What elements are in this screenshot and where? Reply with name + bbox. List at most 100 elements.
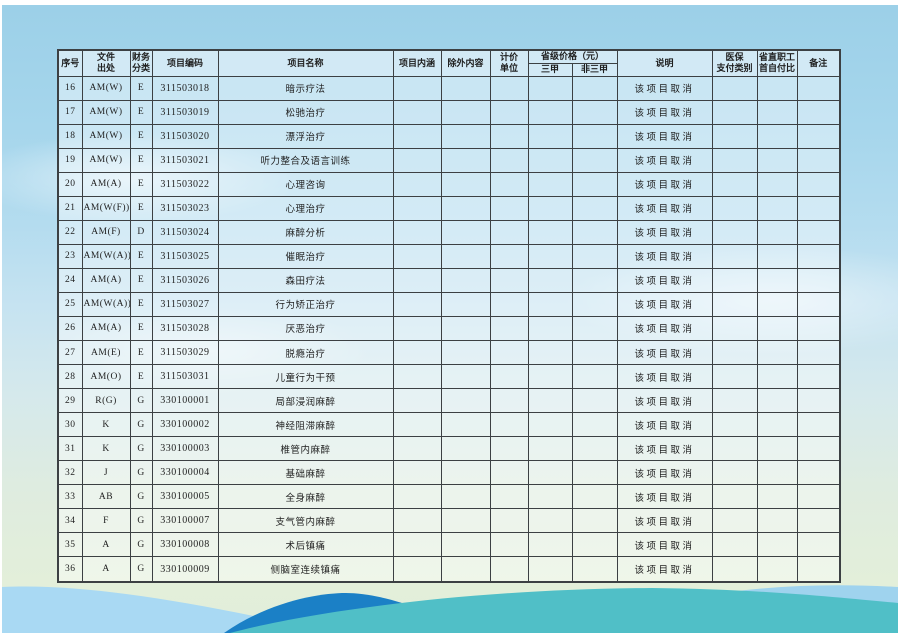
cell-source: AM(W(A)) [81,243,131,269]
cell-remark [796,147,841,173]
cell-unit [489,388,529,414]
cell-excluded [440,508,491,534]
cell-non3a [571,436,618,462]
cell-code: 311503027 [151,291,219,317]
cell-grade3a [527,75,573,101]
table-row: 35 A G 330100008 术后镇痛 该项目取消 [57,532,841,558]
table-row: 32 J G 330100004 基础麻醉 该项目取消 [57,460,841,486]
cell-num: 34 [57,508,83,534]
cell-source: AM(W(A)) [81,291,131,317]
cell-note: 该项目取消 [616,195,713,221]
cell-fin: E [129,364,153,390]
cell-ratio [756,99,798,125]
cell-grade3a [527,315,573,342]
cell-fin: E [129,123,153,149]
header-source: 文件 出处 [81,49,131,77]
cell-source: A [81,556,131,583]
header-pay-line1: 医保 [725,52,744,63]
cell-code: 330100008 [151,532,219,558]
table-row: 21 AM(W(F)) E 311503023 心理治疗 该项目取消 [57,195,841,221]
cell-pay [711,291,758,317]
cell-grade3a [527,123,573,149]
cell-code: 311503025 [151,243,219,269]
cell-non3a [571,532,618,558]
cell-remark [796,267,841,293]
cell-non3a [571,171,618,197]
cell-pay [711,75,758,101]
cell-grade3a [527,147,573,173]
cell-content [392,195,442,221]
cell-non3a [571,556,618,583]
cell-remark [796,243,841,269]
cell-content [392,484,442,510]
cell-pay [711,315,758,342]
header-unit-line2: 单位 [499,63,518,74]
cell-remark [796,171,841,197]
cell-num: 22 [57,219,83,245]
cell-code: 311503031 [151,364,219,390]
cell-unit [489,171,529,197]
cell-fin: E [129,195,153,221]
wave-teal-dome [230,588,898,633]
cell-remark [796,508,841,534]
cell-excluded [440,412,491,438]
cell-num: 16 [57,75,83,101]
table-row: 18 AM(W) E 311503020 漂浮治疗 该项目取消 [57,123,841,149]
cell-unit [489,436,529,462]
cell-source: AM(W) [81,99,131,125]
cell-name: 神经阻滞麻醉 [217,412,394,438]
medical-price-table: 序号 文件 出处 财务 分类 项目编码 项目名称 项目内涵 除外内容 计价 单位… [57,49,842,583]
cell-ratio [756,219,798,245]
header-finance-line1: 财务 [131,52,150,63]
header-grade3a: 三甲 [527,62,573,77]
cell-remark [796,75,841,101]
cell-grade3a [527,171,573,197]
cell-excluded [440,364,491,390]
cell-name: 厌恶治疗 [217,315,394,342]
cell-pay [711,508,758,534]
cell-code: 330100002 [151,412,219,438]
header-unit-line1: 计价 [499,52,518,63]
cell-unit [489,195,529,221]
cell-grade3a [527,532,573,558]
table-row: 20 AM(A) E 311503022 心理咨询 该项目取消 [57,171,841,197]
header-ratio-line2: 首自付比 [759,63,796,74]
cell-content [392,460,442,486]
cell-excluded [440,315,491,342]
cell-note: 该项目取消 [616,75,713,101]
cell-grade3a [527,219,573,245]
cell-ratio [756,388,798,414]
cell-fin: E [129,267,153,293]
cell-content [392,171,442,197]
cell-remark [796,412,841,438]
cell-note: 该项目取消 [616,243,713,269]
cell-ratio [756,364,798,390]
cell-pay [711,340,758,366]
table-row: 34 F G 330100007 支气管内麻醉 该项目取消 [57,508,841,534]
cell-pay [711,171,758,197]
cell-excluded [440,219,491,245]
cell-name: 侧脑室连续镇痛 [217,556,394,583]
cell-excluded [440,147,491,173]
cell-content [392,267,442,293]
header-source-line2: 出处 [96,63,115,74]
cell-note: 该项目取消 [616,99,713,125]
cell-name: 全身麻醉 [217,484,394,510]
cell-content [392,291,442,317]
header-finance-line2: 分类 [131,63,150,74]
cell-non3a [571,460,618,486]
cell-remark [796,99,841,125]
cell-source: AM(E) [81,340,131,366]
header-non-grade3a: 非三甲 [571,62,618,77]
cell-non3a [571,219,618,245]
table-row: 23 AM(W(A)) E 311503025 催眠治疗 该项目取消 [57,243,841,269]
cell-excluded [440,75,491,101]
header-unit: 计价 单位 [489,49,529,77]
cell-content [392,508,442,534]
cell-grade3a [527,460,573,486]
cell-code: 330100007 [151,508,219,534]
cell-code: 330100005 [151,484,219,510]
cell-code: 311503021 [151,147,219,173]
cell-name: 术后镇痛 [217,532,394,558]
cell-source: K [81,436,131,462]
